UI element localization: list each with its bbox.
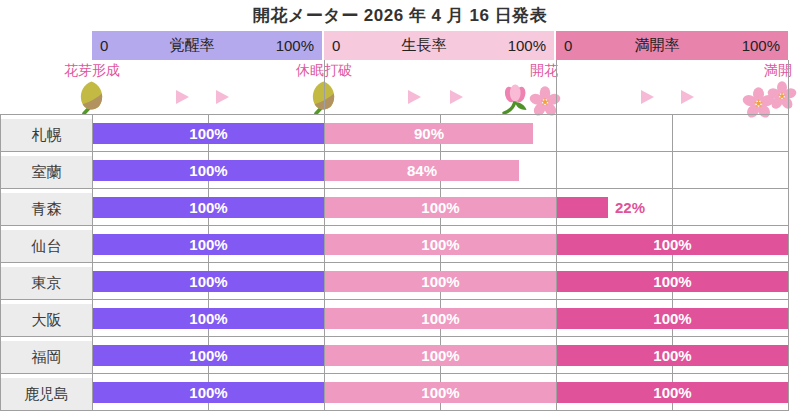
city-cell: 大阪 (1, 304, 92, 336)
scale-name: 満開率 (634, 36, 679, 55)
scale-max: 100% (508, 37, 546, 54)
arrow-icon (408, 90, 421, 104)
scale-awakening: 0 覚醒率 100% (92, 31, 324, 60)
city-cell: 仙台 (1, 230, 92, 262)
arrow-icon (681, 90, 694, 104)
arrow-icon (216, 90, 229, 104)
value-bar: 100% (325, 271, 556, 292)
city-label: 札幌 (32, 126, 62, 145)
arrow-icon (450, 90, 463, 104)
bar-value-label: 100% (421, 236, 459, 253)
city-label: 仙台 (32, 237, 62, 256)
bar-value-label: 100% (421, 347, 459, 364)
value-bar: 100% (93, 271, 324, 292)
flower-bud-icon (75, 80, 108, 114)
value-bar: 100% (93, 160, 324, 181)
value-bar: 100% (93, 197, 324, 218)
value-bar: 100% (93, 308, 324, 329)
scale-min: 0 (564, 37, 572, 54)
bar-value-label: 100% (189, 162, 227, 179)
grid-hline (0, 188, 789, 189)
city-label: 青森 (32, 200, 62, 219)
grid-hline (0, 114, 789, 115)
value-bar: 100% (325, 345, 556, 366)
bar-value-label: 100% (189, 384, 227, 401)
grid-hline (0, 151, 789, 152)
grid-hline (0, 262, 789, 263)
bar-value-label: 100% (653, 347, 691, 364)
grid-hline (0, 410, 789, 411)
city-label: 東京 (32, 274, 62, 293)
scale-name: 生長率 (401, 36, 446, 55)
value-bar: 100% (93, 123, 324, 144)
city-cell: 室蘭 (1, 156, 92, 188)
bar-value-label: 100% (189, 310, 227, 327)
city-cell: 札幌 (1, 119, 92, 151)
value-bar: 90% (325, 123, 533, 144)
value-bar (557, 197, 608, 218)
value-bar: 100% (325, 382, 556, 403)
grid-vline (440, 114, 441, 411)
bar-value-label: 100% (189, 125, 227, 142)
tulip-icon (499, 83, 532, 116)
grid-vline (208, 114, 209, 411)
value-bar: 84% (325, 160, 519, 181)
bar-value-label: 100% (189, 347, 227, 364)
value-bar: 100% (557, 308, 788, 329)
page-title: 開花メーター 2026 年 4 月 16 日発表 (0, 4, 800, 27)
grid-vline (788, 60, 789, 411)
city-label: 福岡 (32, 348, 62, 367)
bar-value-label: 100% (421, 384, 459, 401)
grid-hline (0, 299, 789, 300)
city-cell: 福岡 (1, 341, 92, 373)
scale-min: 0 (100, 37, 108, 54)
value-bar: 100% (325, 234, 556, 255)
bar-value-label: 90% (414, 125, 444, 142)
scale-bloom: 0 満開率 100% (556, 31, 788, 60)
grid-vline (92, 114, 93, 411)
grid-vline (672, 114, 673, 411)
scale-max: 100% (276, 37, 314, 54)
arrow-icon (641, 90, 654, 104)
bar-value-label: 100% (653, 310, 691, 327)
scale-growth: 0 生長率 100% (324, 31, 556, 60)
bar-value-label: 100% (653, 384, 691, 401)
value-bar: 100% (325, 308, 556, 329)
value-bar: 100% (557, 234, 788, 255)
bar-value-label: 100% (189, 199, 227, 216)
bar-value-label: 22% (615, 197, 645, 218)
stage-label-bud-formation: 花芽形成 (64, 62, 120, 80)
city-cell: 鹿児島 (1, 378, 92, 410)
bar-value-label: 100% (421, 199, 459, 216)
value-bar: 100% (93, 345, 324, 366)
scale-max: 100% (742, 37, 780, 54)
value-bar: 100% (93, 382, 324, 403)
city-cell: 東京 (1, 267, 92, 299)
value-bar: 100% (557, 382, 788, 403)
city-label: 大阪 (32, 311, 62, 330)
stage-label-flowering: 開花 (530, 62, 558, 80)
bar-value-label: 100% (653, 273, 691, 290)
cherry-blossom-icon (767, 81, 797, 111)
city-cell: 青森 (1, 193, 92, 225)
grid-hline (0, 225, 789, 226)
scale-name: 覚醒率 (169, 36, 214, 55)
bar-value-label: 100% (189, 273, 227, 290)
city-label: 室蘭 (32, 163, 62, 182)
grid-hline (0, 336, 789, 337)
bar-value-label: 100% (189, 236, 227, 253)
bloom-meter-chart: 開花メーター 2026 年 4 月 16 日発表 0 覚醒率 100% 0 生長… (0, 0, 800, 416)
grid-hline (0, 373, 789, 374)
value-bar: 100% (325, 197, 556, 218)
scale-min: 0 (332, 37, 340, 54)
value-bar: 100% (557, 271, 788, 292)
value-bar: 100% (93, 234, 324, 255)
bar-value-label: 84% (407, 162, 437, 179)
city-label: 鹿児島 (24, 385, 69, 404)
arrow-icon (176, 90, 189, 104)
value-bar: 100% (557, 345, 788, 366)
bar-value-label: 100% (653, 236, 691, 253)
bar-value-label: 100% (421, 310, 459, 327)
bar-value-label: 100% (421, 273, 459, 290)
